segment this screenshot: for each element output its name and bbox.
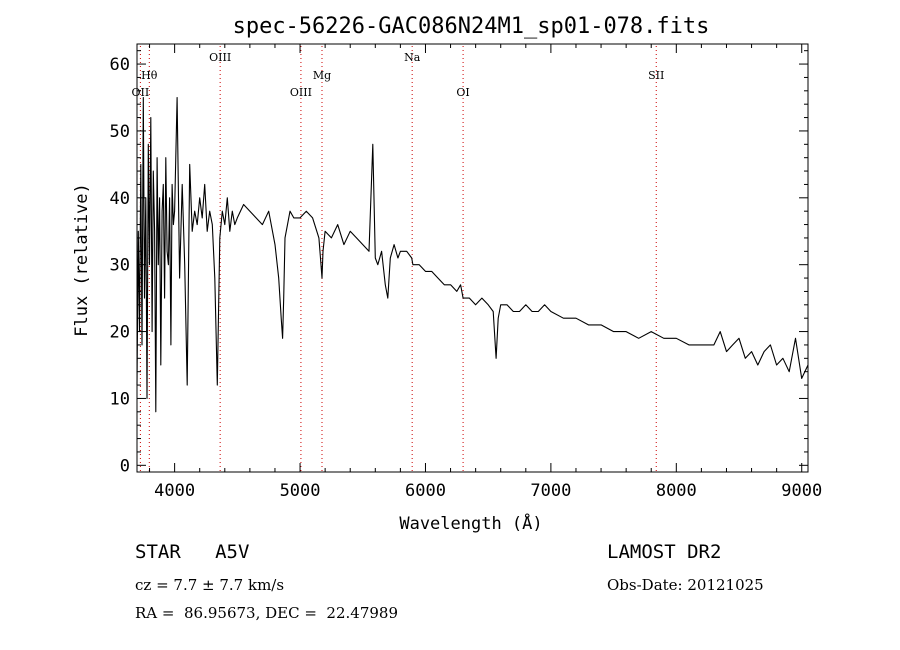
y-tick-label: 10: [110, 389, 130, 409]
spectral-line-label: OIII: [209, 51, 231, 64]
spectral-line-label: Na: [404, 51, 421, 64]
y-tick-label: 30: [110, 256, 130, 276]
redshift-text: cz = 7.7 ± 7.7 km/s: [135, 576, 285, 594]
spectral-line-label: OII: [132, 86, 150, 99]
y-tick-label: 20: [110, 323, 130, 343]
y-tick-label: 60: [110, 55, 130, 75]
spectral-line-label: Mg: [313, 69, 331, 82]
obs-date-text: Obs-Date: 20121025: [607, 576, 764, 594]
x-axis-label: Wavelength (Å): [399, 512, 542, 534]
x-tick-label: 8000: [656, 481, 697, 501]
x-tick-label: 5000: [280, 481, 321, 501]
y-tick-label: 0: [120, 456, 130, 476]
object-class-text: STAR A5V: [135, 541, 250, 563]
y-tick-label: 40: [110, 189, 130, 209]
survey-text: LAMOST DR2: [607, 541, 722, 563]
x-tick-label: 6000: [405, 481, 446, 501]
spectral-line-label: Hθ: [141, 69, 158, 82]
plot-frame: [136, 43, 809, 473]
coordinates-text: RA = 86.95673, DEC = 22.47989: [135, 604, 399, 622]
chart-title: spec-56226-GAC086N24M1_sp01-078.fits: [233, 14, 710, 39]
spectral-line-label: OI: [456, 86, 469, 99]
spectrum-series-line: [136, 96, 809, 413]
spectral-line-label: SII: [648, 69, 664, 82]
y-tick-label: 50: [110, 122, 130, 142]
x-tick-label: 4000: [154, 481, 195, 501]
spectral-line-label: OIII: [290, 86, 312, 99]
y-axis-label: Flux (relative): [72, 183, 92, 337]
x-tick-label: 9000: [781, 481, 822, 501]
x-tick-label: 7000: [530, 481, 571, 501]
